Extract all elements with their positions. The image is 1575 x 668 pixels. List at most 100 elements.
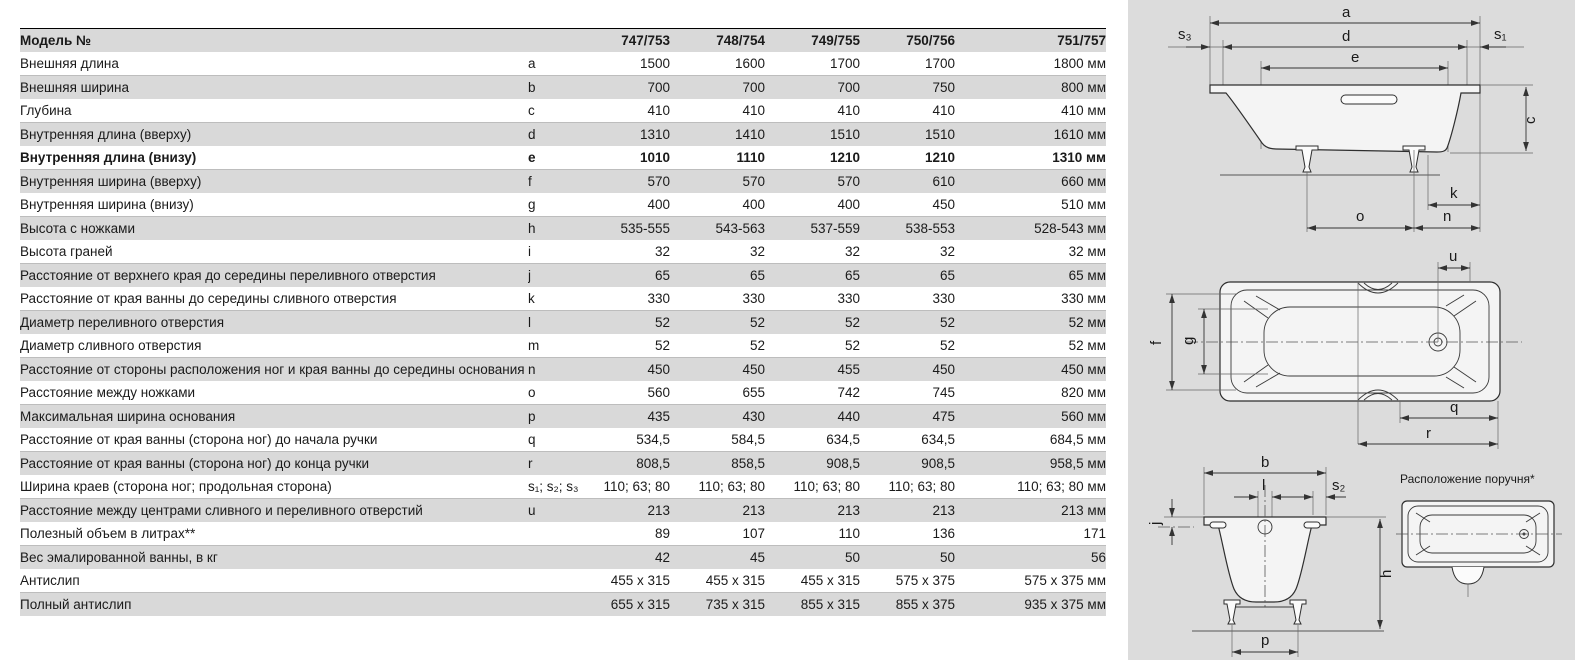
dim-label-q: q [1450, 399, 1458, 416]
param-value: 52 [654, 315, 670, 330]
param-value: 52 [654, 338, 670, 353]
param-symbol: e [528, 150, 536, 165]
bathtub-side-profile [1209, 84, 1481, 153]
param-value: 410 [742, 103, 765, 118]
param-value: 450 [932, 197, 955, 212]
param-symbol: m [528, 338, 540, 353]
param-label: Внешняя ширина [20, 80, 130, 95]
param-label: Полный антислип [20, 597, 132, 612]
param-value: 52 [749, 338, 765, 353]
dim-label-p: p [1261, 632, 1269, 649]
param-value: 65 мм [1068, 268, 1106, 283]
param-symbol: l [528, 315, 531, 330]
param-value: 1410 [734, 127, 765, 142]
table-row: Расстояние от края ванны (сторона ног) д… [20, 451, 1106, 475]
param-value: 400 [742, 197, 765, 212]
table-row: Вес эмалированной ванны, в кг 42 45 50 50 56 [20, 545, 1106, 569]
param-symbol [528, 522, 578, 546]
param-label: Расстояние между центрами сливного и пер… [20, 503, 423, 518]
table-row: Расстояние от стороны расположения ног и… [20, 357, 1106, 381]
param-value: 958,5 мм [1049, 456, 1106, 471]
param-value: 110 [838, 526, 860, 541]
param-value: 684,5 мм [1049, 432, 1106, 447]
diagram-panel: a d s₃ s₁ e c k o n [1128, 0, 1575, 660]
model-column-751-757: 751/757 [1057, 33, 1106, 48]
param-value: 820 мм [1061, 385, 1106, 400]
spec-table: Модель № 747/753 748/754 749/755 750/756… [20, 28, 1106, 616]
param-value: 700 [742, 80, 765, 95]
param-value: 400 [647, 197, 670, 212]
param-symbol: d [528, 127, 536, 142]
table-row: Расстояние от края ванны до середины сли… [20, 287, 1106, 311]
param-symbol: p [528, 409, 536, 424]
param-label: Расстояние от верхнего края до середины … [20, 268, 436, 283]
param-value: 52 [844, 315, 860, 330]
param-value: 1510 [829, 127, 860, 142]
param-value: 52 [844, 338, 860, 353]
param-value: 543-563 [715, 221, 765, 236]
param-symbol: g [528, 197, 536, 212]
param-symbol: s₁; s₂; s₃ [528, 479, 578, 494]
dim-label-o: o [1356, 208, 1364, 225]
param-value: 570 [742, 174, 765, 189]
dim-label-d: d [1342, 28, 1350, 45]
param-value: 560 [647, 385, 670, 400]
dim-label-s1: s₁ [1494, 26, 1507, 43]
dim-label-k: k [1450, 185, 1458, 202]
param-label: Диаметр переливного отверстия [20, 315, 225, 330]
param-value: 450 мм [1061, 362, 1106, 377]
bathtub-top-outline [1219, 281, 1501, 402]
param-symbol: o [528, 385, 536, 400]
table-row: Диаметр сливного отверстия m 52 52 52 52 52 мм [20, 334, 1106, 358]
param-symbol: q [528, 432, 536, 447]
param-label: Высота с ножками [20, 221, 135, 236]
grab-handle-left [1209, 521, 1227, 529]
param-value: 410 [647, 103, 670, 118]
param-value: 634,5 [826, 432, 860, 447]
param-value: 660 мм [1061, 174, 1106, 189]
param-value: 1310 [639, 127, 670, 142]
param-value: 570 [837, 174, 860, 189]
dim-label-c: c [1522, 116, 1539, 124]
table-row: Антислип 455 x 315 455 x 315 455 x 315 575 x… [20, 569, 1106, 593]
param-value: 213 [837, 503, 860, 518]
param-symbol [528, 569, 578, 593]
dim-label-u: u [1449, 248, 1457, 265]
table-header-row: Модель № 747/753 748/754 749/755 750/756… [20, 28, 1106, 52]
dim-label-e: e [1351, 49, 1359, 66]
param-value: 400 [837, 197, 860, 212]
grab-handle-right [1303, 521, 1321, 529]
param-value: 213 мм [1061, 503, 1106, 518]
param-value: 745 [932, 385, 955, 400]
param-value: 330 [932, 291, 955, 306]
param-label: Полезный объем в литрах** [20, 526, 196, 541]
param-value: 410 [932, 103, 955, 118]
param-value: 52 [749, 315, 765, 330]
dim-label-s3: s₃ [1178, 26, 1192, 43]
table-row: Ширина краев (сторона ног; продольная ст… [20, 475, 1106, 499]
param-label: Ширина краев (сторона ног; продольная ст… [20, 479, 332, 494]
table-row: Полный антислип 655 x 315 735 x 315 855 x 3… [20, 592, 1106, 616]
param-value: 808,5 [636, 456, 670, 471]
param-value: 50 [939, 550, 955, 565]
param-value: 742 [837, 385, 860, 400]
param-value: 50 [844, 550, 860, 565]
param-value: 65 [654, 268, 670, 283]
param-value: 89 [654, 526, 670, 541]
model-column-749-755: 749/755 [811, 33, 860, 48]
model-column-750-756: 750/756 [906, 33, 955, 48]
param-symbol: n [528, 362, 536, 377]
param-value: 538-553 [905, 221, 955, 236]
param-value: 450 [647, 362, 670, 377]
param-value: 534,5 [636, 432, 670, 447]
param-value: 455 x 315 [705, 573, 765, 588]
param-symbol: a [528, 56, 536, 71]
dim-label-f: f [1148, 340, 1165, 345]
param-value: 560 мм [1061, 409, 1106, 424]
param-value: 52 [939, 338, 955, 353]
param-label: Внутренняя ширина (внизу) [20, 197, 194, 212]
param-symbol: k [528, 291, 535, 306]
handle-location-caption: Расположение поручня* [1400, 472, 1535, 486]
param-value: 858,5 [731, 456, 765, 471]
